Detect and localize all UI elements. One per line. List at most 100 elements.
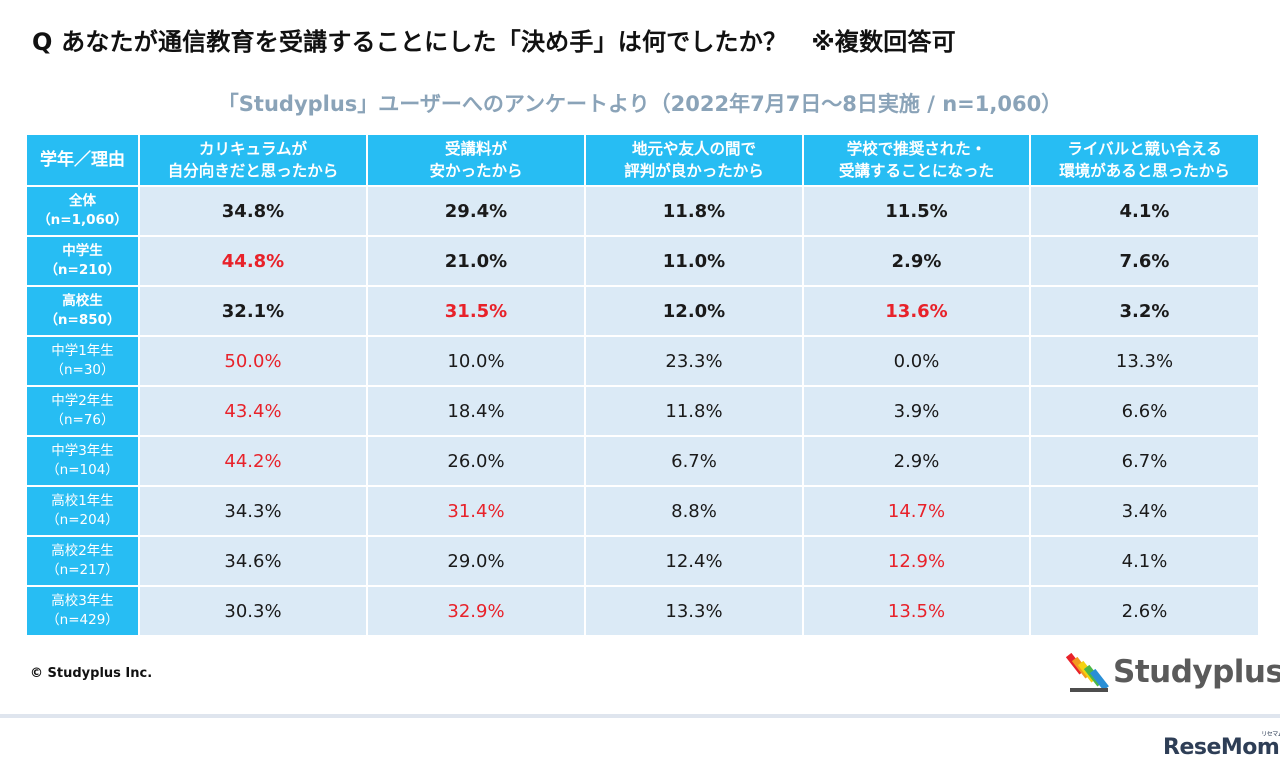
row-sample-size: （n=104） xyxy=(46,462,119,478)
table-cell: 29.4% xyxy=(366,185,586,237)
table-cell: 30.3% xyxy=(138,585,368,637)
table-cell: 34.8% xyxy=(138,185,368,237)
column-header: 地元や友人の間で 評判が良かったから xyxy=(584,133,804,187)
column-header-line2: 安かったから xyxy=(429,162,523,180)
table-cell-highlight: 44.2% xyxy=(138,435,368,487)
column-header-line1: カリキュラムが xyxy=(198,140,308,158)
table-cell: 2.9% xyxy=(802,435,1031,487)
column-header-line1: 学校で推奨された・ xyxy=(846,140,987,158)
row-header: 高校3年生 （n=429） xyxy=(25,585,140,637)
column-header-line2: 受講することになった xyxy=(838,162,994,180)
column-header: ライバルと競い合える 環境があると思ったから xyxy=(1029,133,1260,187)
table-cell: 2.9% xyxy=(802,235,1031,287)
table-row: 高校2年生 （n=217） 34.6% 29.0% 12.4% 12.9% 4.1… xyxy=(25,535,1260,587)
table-row: 高校3年生 （n=429） 30.3% 32.9% 13.3% 13.5% 2.6… xyxy=(25,585,1260,637)
table-cell: 11.5% xyxy=(802,185,1031,237)
table-cell-highlight: 31.4% xyxy=(366,485,586,537)
table-row: 中学1年生 （n=30） 50.0% 10.0% 23.3% 0.0% 13.3% xyxy=(25,335,1260,387)
row-sample-size: （n=1,060） xyxy=(37,212,128,228)
studyplus-logo-text: Studyplus xyxy=(1113,654,1280,690)
table-cell-highlight: 50.0% xyxy=(138,335,368,387)
column-header: 受講料が安かったから xyxy=(366,133,586,187)
row-sample-size: （n=429） xyxy=(46,612,119,628)
table-cell: 4.1% xyxy=(1029,535,1260,587)
survey-subtitle: 「Studyplus」ユーザーへのアンケートより（2022年7月7日～8日実施 … xyxy=(217,92,1063,116)
table-cell: 32.1% xyxy=(138,285,368,337)
row-label: 高校1年生 xyxy=(51,493,114,509)
table-cell: 11.0% xyxy=(584,235,804,287)
row-sample-size: （n=30） xyxy=(50,362,115,378)
table-cell: 3.2% xyxy=(1029,285,1260,337)
table-cell-highlight: 13.6% xyxy=(802,285,1031,337)
table-cell: 3.9% xyxy=(802,385,1031,437)
question-title: Q あなたが通信教育を受講することにした「決め手」は何でしたか？ ※複数回答可 xyxy=(32,28,956,56)
table-cell: 4.1% xyxy=(1029,185,1260,237)
table-cell: 6.7% xyxy=(1029,435,1260,487)
column-header-line1: 地元や友人の間で xyxy=(631,140,756,158)
table-cell: 18.4% xyxy=(366,385,586,437)
row-header: 高校生 （n=850） xyxy=(25,285,140,337)
table-cell: 0.0% xyxy=(802,335,1031,387)
table-cell: 21.0% xyxy=(366,235,586,287)
resemom-logo-kana: リセマム xyxy=(1261,731,1280,738)
row-label: 中学生 xyxy=(62,243,103,259)
table-cell: 13.3% xyxy=(584,585,804,637)
header-row: 学年／理由 カリキュラムが自分向きだと思ったから 受講料が安かったから 地元や友… xyxy=(25,133,1260,187)
table-row: 中学2年生 （n=76） 43.4% 18.4% 11.8% 3.9% 6.6% xyxy=(25,385,1260,437)
resemom-logo-text: ReseMom xyxy=(1163,735,1280,760)
table-cell: 13.3% xyxy=(1029,335,1260,387)
table-cell-highlight: 14.7% xyxy=(802,485,1031,537)
table-cell: 3.4% xyxy=(1029,485,1260,537)
column-header-line1: 受講料が xyxy=(444,140,507,158)
column-header-line1: ライバルと競い合える xyxy=(1067,140,1222,158)
table-cell: 6.6% xyxy=(1029,385,1260,437)
row-label: 中学1年生 xyxy=(51,343,114,359)
table-cell: 10.0% xyxy=(366,335,586,387)
row-header: 高校1年生 （n=204） xyxy=(25,485,140,537)
copyright-notice: © Studyplus Inc. xyxy=(30,666,153,681)
table-cell: 34.6% xyxy=(138,535,368,587)
row-sample-size: （n=850） xyxy=(44,312,121,328)
table-cell-highlight: 43.4% xyxy=(138,385,368,437)
table-cell: 6.7% xyxy=(584,435,804,487)
table-cell: 12.0% xyxy=(584,285,804,337)
survey-slide: Q あなたが通信教育を受講することにした「決め手」は何でしたか？ ※複数回答可 … xyxy=(0,28,1280,718)
column-header-line2: 環境があると思ったから xyxy=(1059,162,1230,180)
table-cell: 12.4% xyxy=(584,535,804,587)
table-row: 高校1年生 （n=204） 34.3% 31.4% 8.8% 14.7% 3.4% xyxy=(25,485,1260,537)
table-cell-highlight: 12.9% xyxy=(802,535,1031,587)
column-header: 学校で推奨された・ 受講することになった xyxy=(802,133,1031,187)
row-label: 高校3年生 xyxy=(51,593,114,609)
row-label: 中学3年生 xyxy=(51,443,114,459)
column-header-line2: 評判が良かったから xyxy=(624,162,764,180)
corner-header: 学年／理由 xyxy=(25,133,140,187)
results-table: 学年／理由 カリキュラムが自分向きだと思ったから 受講料が安かったから 地元や友… xyxy=(25,133,1260,637)
column-header: カリキュラムが自分向きだと思ったから xyxy=(138,133,368,187)
studyplus-logo-icon xyxy=(1066,652,1109,692)
row-header: 中学2年生 （n=76） xyxy=(25,385,140,437)
table-cell-highlight: 31.5% xyxy=(366,285,586,337)
table-cell-highlight: 13.5% xyxy=(802,585,1031,637)
table-row: 中学3年生 （n=104） 44.2% 26.0% 6.7% 2.9% 6.7% xyxy=(25,435,1260,487)
table-cell: 11.8% xyxy=(584,185,804,237)
row-header: 高校2年生 （n=217） xyxy=(25,535,140,587)
row-label: 高校2年生 xyxy=(51,543,114,559)
row-header: 中学生 （n=210） xyxy=(25,235,140,287)
row-sample-size: （n=217） xyxy=(46,562,119,578)
table-cell: 34.3% xyxy=(138,485,368,537)
row-sample-size: （n=76） xyxy=(50,412,115,428)
row-header: 全体 （n=1,060） xyxy=(25,185,140,237)
table-cell: 2.6% xyxy=(1029,585,1260,637)
table-cell: 23.3% xyxy=(584,335,804,387)
row-label: 全体 xyxy=(69,193,96,209)
row-header: 中学1年生 （n=30） xyxy=(25,335,140,387)
table-row: 全体 （n=1,060） 34.8% 29.4% 11.8% 11.5% 4.1% xyxy=(25,185,1260,237)
row-sample-size: （n=210） xyxy=(44,262,121,278)
row-sample-size: （n=204） xyxy=(46,512,119,528)
row-header: 中学3年生 （n=104） xyxy=(25,435,140,487)
table-row: 高校生 （n=850） 32.1% 31.5% 12.0% 13.6% 3.2% xyxy=(25,285,1260,337)
column-header-line2: 自分向きだと思ったから xyxy=(167,162,339,180)
table-cell: 26.0% xyxy=(366,435,586,487)
table-cell-highlight: 44.8% xyxy=(138,235,368,287)
table-cell: 7.6% xyxy=(1029,235,1260,287)
